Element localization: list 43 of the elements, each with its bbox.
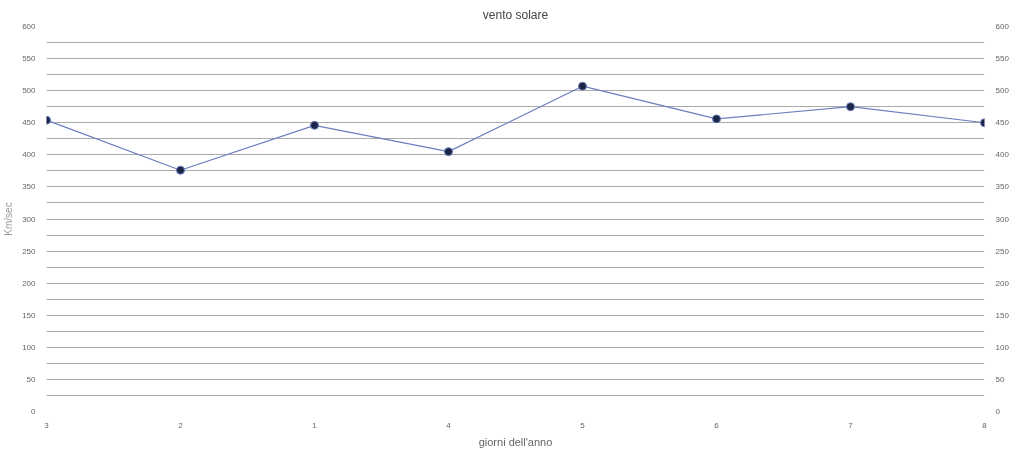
x-tick-label: 8 — [982, 420, 988, 430]
y2-tick-label: 300 — [995, 214, 1010, 224]
y-tick-label: 600 — [22, 22, 37, 31]
x-axis-title: giorni dell'anno — [478, 435, 553, 448]
x-tick-label: 1 — [312, 420, 318, 430]
y2-tick-label: 250 — [995, 246, 1010, 256]
x-tick-label: 2 — [178, 420, 184, 430]
y2-tick-label: 450 — [995, 118, 1010, 128]
point — [444, 147, 453, 157]
x-tick-label: 4 — [446, 420, 452, 430]
y2-tick-label: 600 — [995, 22, 1010, 31]
y-axis-title: Km/sec — [3, 202, 15, 236]
y-tick-label: 450 — [22, 118, 37, 128]
y-tick-label: 250 — [22, 246, 37, 256]
y-tick-label: 500 — [22, 86, 37, 96]
y-tick-label: 350 — [22, 182, 37, 192]
y-tick-label: 50 — [26, 374, 37, 384]
chart-title: vento solare — [482, 7, 549, 22]
y-tick-label: 0 — [31, 407, 37, 416]
y-tick-label: 300 — [22, 214, 37, 224]
x-tick-label: 7 — [848, 420, 854, 430]
y-tick-label: 100 — [22, 342, 37, 352]
x-tick-label: 5 — [580, 420, 586, 430]
x-tick-label: 3 — [44, 420, 50, 430]
y-tick-label: 400 — [22, 150, 37, 160]
y2-tick-label: 500 — [995, 86, 1010, 96]
point — [712, 114, 721, 124]
y2-tick-label: 350 — [995, 182, 1010, 192]
point — [176, 165, 185, 175]
y2-tick-label: 200 — [995, 278, 1010, 288]
y2-tick-label: 550 — [995, 54, 1010, 64]
x-tick-label: 6 — [714, 420, 720, 430]
y-tick-label: 550 — [22, 54, 37, 64]
y2-tick-label: 400 — [995, 150, 1010, 160]
point — [310, 120, 319, 130]
point — [578, 81, 587, 91]
y2-tick-label: 100 — [995, 342, 1010, 352]
y2-tick-label: 0 — [995, 407, 1001, 416]
point — [846, 102, 855, 112]
y-tick-label: 200 — [22, 278, 37, 288]
y2-tick-label: 50 — [995, 374, 1005, 384]
y-tick-label: 150 — [22, 310, 37, 320]
y2-tick-label: 150 — [995, 310, 1010, 320]
